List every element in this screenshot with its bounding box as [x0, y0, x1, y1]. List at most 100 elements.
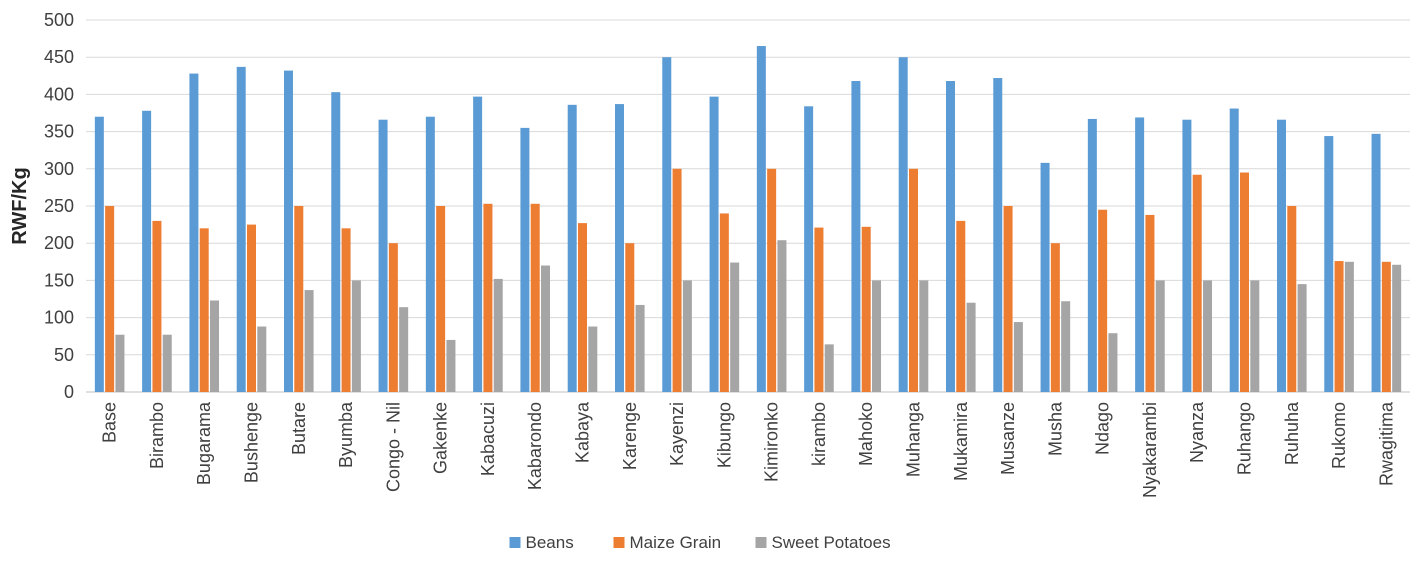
x-tick-label: Kayenzi — [667, 402, 687, 466]
bar-maize-grain — [199, 228, 209, 392]
bar-beans — [283, 70, 293, 392]
y-tick-label: 500 — [44, 10, 74, 30]
bar-maize-grain — [1240, 172, 1249, 392]
bar-sweet-potatoes — [399, 307, 409, 392]
bar-beans — [993, 78, 1003, 392]
bar-beans — [1324, 136, 1334, 392]
bar-maize-grain — [388, 243, 398, 392]
bar-sweet-potatoes — [1013, 322, 1023, 392]
bar-maize-grain — [861, 226, 871, 392]
bar-beans — [756, 46, 766, 392]
bar-maize-grain — [1192, 174, 1202, 392]
x-tick-label: Rukomo — [1329, 402, 1349, 469]
bar-sweet-potatoes — [1108, 333, 1118, 392]
bar-maize-grain — [341, 228, 351, 392]
y-tick-label: 250 — [44, 196, 74, 216]
bar-maize-grain — [1003, 206, 1013, 392]
x-tick-label: kirambo — [809, 402, 829, 466]
legend-swatch — [509, 537, 521, 548]
x-tick-label: Kabarondo — [525, 402, 545, 490]
y-tick-label: 50 — [54, 345, 74, 365]
bar-maize-grain — [767, 168, 777, 392]
bar-sweet-potatoes — [588, 326, 598, 392]
x-tick-label: Butare — [289, 402, 309, 455]
bar-sweet-potatoes — [162, 334, 172, 392]
x-tick-label: Kimironko — [762, 402, 782, 482]
x-tick-label: Mukamira — [951, 401, 971, 481]
x-tick-labels: Base Birambo Bugarama Bushenge Butare Byumba C… — [100, 401, 1397, 498]
bar-sweet-potatoes — [1297, 284, 1307, 392]
bar-maize-grain — [909, 168, 918, 392]
bar-sweet-potatoes — [210, 300, 220, 392]
bar-sweet-potatoes — [115, 334, 125, 392]
bar-beans — [709, 96, 719, 392]
bar-maize-grain — [719, 213, 729, 392]
bar-sweet-potatoes — [1344, 261, 1354, 392]
x-tick-label: Bugarama — [194, 401, 214, 485]
bar-maize-grain — [672, 168, 682, 392]
bar-beans — [1276, 119, 1286, 392]
bar-sweet-potatoes — [257, 326, 267, 392]
bar-beans — [945, 81, 955, 392]
y-tick-label: 300 — [44, 159, 74, 179]
bar-beans — [142, 110, 152, 393]
y-tick-label: 400 — [44, 84, 74, 104]
bar-maize-grain — [1145, 214, 1155, 392]
bar-sweet-potatoes — [1250, 280, 1260, 392]
x-tick-label: Congo - Nil — [383, 402, 403, 492]
bar-beans — [851, 81, 861, 392]
bar-beans — [1040, 162, 1050, 392]
x-tick-label: Base — [100, 402, 120, 443]
x-tick-label: Rwagitima — [1376, 401, 1396, 486]
y-axis-label: RWF/Kg — [9, 167, 31, 244]
bar-maize-grain — [247, 224, 256, 392]
x-tick-label: Nyanza — [1187, 401, 1207, 463]
bar-sweet-potatoes — [1155, 280, 1165, 392]
bar-maize-grain — [530, 203, 540, 392]
x-tick-label: Nyakarambi — [1140, 402, 1160, 498]
x-tick-label: Kabacuzi — [478, 402, 498, 476]
y-tick-label: 200 — [44, 233, 74, 253]
bar-maize-grain — [1334, 261, 1344, 392]
bar-maize-grain — [436, 206, 446, 392]
bar-beans — [614, 104, 624, 392]
bar-maize-grain — [294, 206, 304, 392]
bar-maize-grain — [483, 203, 493, 392]
bar-sweet-potatoes — [919, 280, 929, 392]
bar-sweet-potatoes — [824, 344, 834, 392]
bar-beans — [804, 106, 814, 393]
legend-label: Beans — [526, 533, 574, 552]
bar-beans — [94, 116, 104, 392]
bar-sweet-potatoes — [1392, 264, 1402, 392]
bar-sweet-potatoes — [304, 290, 314, 392]
bar-sweet-potatoes — [966, 302, 976, 392]
bar-beans — [1229, 108, 1239, 392]
bar-beans — [1087, 118, 1097, 392]
bar-beans — [520, 127, 530, 392]
y-tick-label: 150 — [44, 270, 74, 290]
bar-sweet-potatoes — [446, 339, 456, 392]
bar-beans — [378, 119, 388, 392]
bar-sweet-potatoes — [635, 304, 645, 392]
bar-maize-grain — [578, 223, 587, 392]
x-tick-label: Musha — [1045, 401, 1065, 456]
legend-label: Maize Grain — [630, 533, 722, 552]
y-tick-label: 0 — [64, 382, 74, 402]
bar-beans — [189, 73, 199, 392]
x-tick-label: Mahoko — [856, 402, 876, 466]
x-tick-label: Ruhango — [1235, 402, 1255, 475]
bar-maize-grain — [1050, 243, 1060, 392]
x-tick-label: Ruhuha — [1282, 401, 1302, 465]
bar-sweet-potatoes — [541, 265, 551, 392]
x-tick-label: Birambo — [147, 402, 167, 469]
bar-sweet-potatoes — [351, 280, 361, 392]
bar-beans — [1371, 133, 1381, 392]
legend-swatch — [613, 537, 625, 548]
bar-sweet-potatoes — [872, 280, 882, 392]
bar-maize-grain — [1287, 206, 1297, 392]
y-tick-label: 450 — [44, 47, 74, 67]
x-tick-label: Karenge — [620, 402, 640, 470]
x-tick-label: Kibungo — [714, 402, 734, 468]
bar-maize-grain — [956, 220, 966, 392]
